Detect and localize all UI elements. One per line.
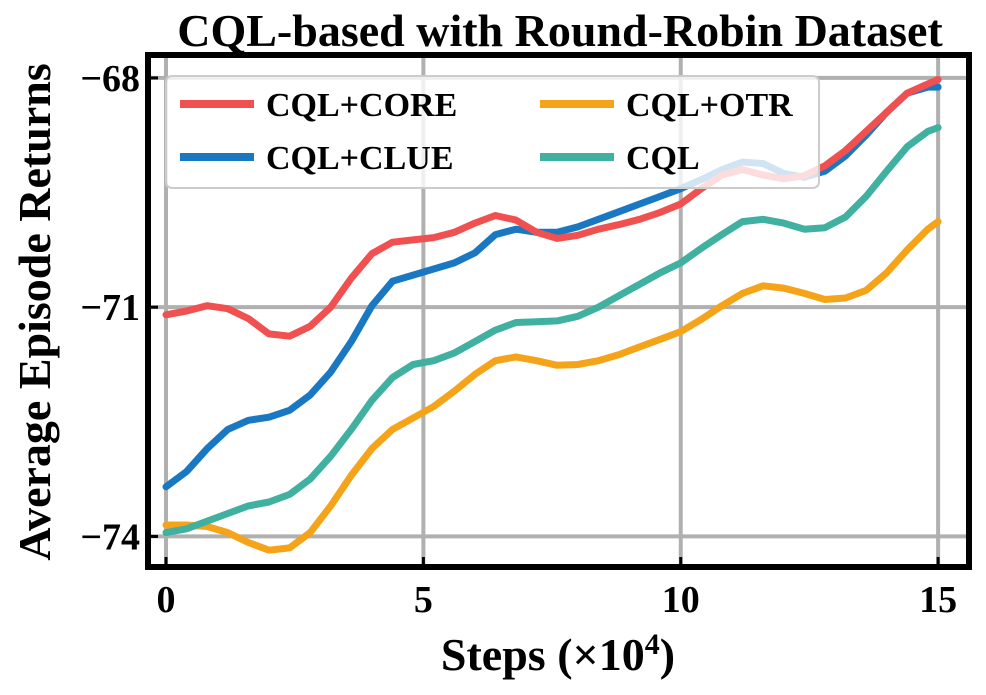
- plot-frame: [145, 52, 972, 570]
- x-tick-label-3: 15: [919, 579, 957, 621]
- y-tick-label-1: −71: [80, 287, 140, 329]
- x-tick-label-2: 10: [662, 579, 700, 621]
- x-tick-label-0: 0: [157, 579, 176, 621]
- y-axis-label: Average Episode Returns: [9, 63, 60, 560]
- y-tick-label-2: −68: [80, 58, 140, 100]
- legend-box: [165, 75, 820, 189]
- series-line-cql-otr: [162, 218, 942, 554]
- legend: CQL+CORE CQL+OTR CQL+CLUE CQL: [165, 75, 820, 189]
- series-line-cql: [162, 124, 942, 537]
- x-axis-label-close: ): [660, 629, 675, 680]
- x-tick-label-1: 5: [414, 579, 433, 621]
- legend-label-cql-clue: CQL+CLUE: [266, 140, 454, 177]
- chart-title: CQL-based with Round-Robin Dataset: [177, 5, 943, 56]
- x-axis-label-exponent: 4: [645, 628, 660, 661]
- legend-label-cql-core: CQL+CORE: [266, 87, 457, 124]
- ticks: 0 5 10 15 −74 −71 −68: [80, 58, 957, 621]
- y-tick-label-0: −74: [80, 516, 140, 558]
- x-axis-label: Steps (×104): [441, 628, 675, 681]
- legend-label-cql: CQL: [626, 140, 700, 177]
- legend-label-cql-otr: CQL+OTR: [626, 87, 793, 124]
- x-axis-label-text: Steps (×10: [441, 629, 645, 680]
